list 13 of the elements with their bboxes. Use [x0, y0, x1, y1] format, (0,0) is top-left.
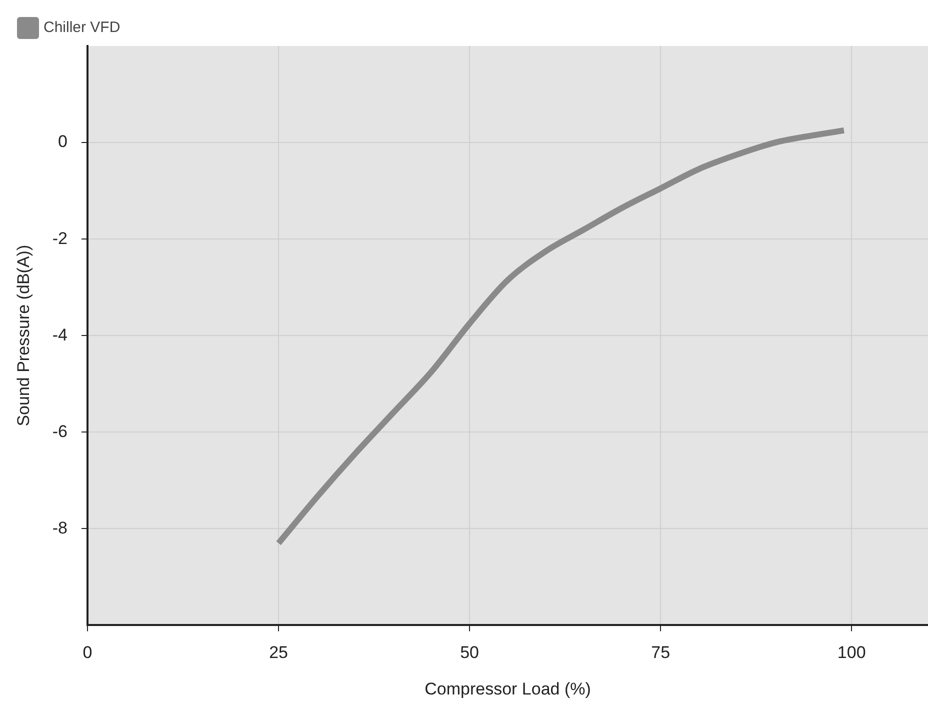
y-tick-label: -2 [52, 228, 68, 248]
legend-label: Chiller VFD [44, 19, 120, 36]
y-tick-label: -6 [52, 422, 68, 441]
x-tick-label: 100 [837, 643, 866, 662]
x-axis-title: Compressor Load (%) [424, 679, 591, 698]
y-tick-label: 0 [58, 132, 68, 152]
x-tick-label: 0 [82, 643, 92, 662]
y-tick-label: -8 [52, 518, 68, 538]
x-tick-label: 75 [651, 643, 670, 662]
y-tick-label: -4 [52, 325, 68, 344]
x-tick-label: 25 [269, 643, 288, 662]
y-axis-title: Sound Pressure (dB(A)) [14, 244, 33, 426]
x-tick-label: 50 [460, 643, 480, 662]
